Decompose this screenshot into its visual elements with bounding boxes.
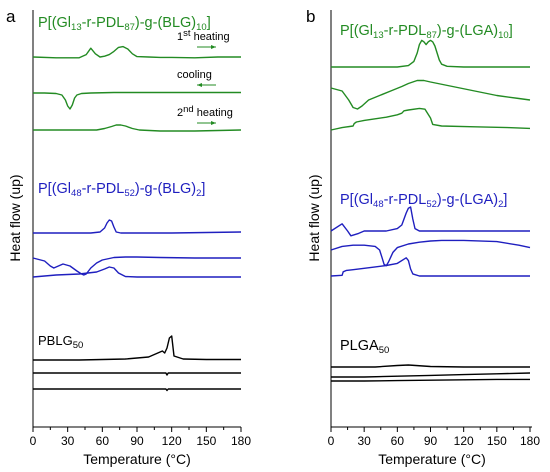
panel-b-x-tick-label: 0 [328,434,335,448]
panel-b-x-axis-title: Temperature (°C) [378,451,486,467]
panel-a-trace-1-cooling [33,91,241,110]
annotation-2nd-heating: 2nd heating [177,104,233,119]
panel-b-x-tick-label: 180 [520,434,540,448]
panel-b-x-ticks: 0 30 60 90 120 150 180 [328,427,540,448]
panel-a-y-axis-title: Heat flow (up) [7,174,23,261]
panel-letter-b: b [306,7,315,26]
panel-a-trace-2-2nd-heating [32,266,241,278]
panel-b-x-tick-label: 120 [454,434,474,448]
panel-a-x-tick-label: 150 [196,434,216,448]
panel-b-y-axis-title: Heat flow (up) [306,174,322,261]
panel-b-trace-1-1st-heating [331,39,530,68]
panel-b-x-tick-label: 60 [391,434,405,448]
panel-b-trace-2-2nd-heating [330,257,530,277]
panel-b-x-tick-label: 150 [487,434,507,448]
panel-a-trace-1-1st-heating [32,45,241,59]
panel-a-x-tick-label: 30 [61,434,75,448]
panel-b-trace-3-cooling [331,372,531,378]
panel-a-trace-2-cooling [32,256,241,276]
panel-a: a 0 30 60 90 120 150 180 Temperature (°C) Heat… [6,7,251,467]
panel-b-trace-1-cooling [330,79,531,110]
panel-b-trace-3-1st-heating [331,364,530,368]
panel-a-sample-label-1: P[(Gl13-r-PDL87)-g-(BLG)10] [38,15,211,33]
panel-b-trace-2-1st-heating [330,206,530,237]
panel-b-sample-label-2: P[(Gl48-r-PDL52)-g-(LGA)2] [340,192,507,210]
arrow-1st-heating-head [211,45,216,49]
panel-b-x-tick-label: 90 [424,434,438,448]
annotation-1st-heating: 1st heating [177,28,230,43]
panel-b-sample-label-1: P[(Gl13-r-PDL87)-g-(LGA)10] [340,23,513,41]
annotation-cooling: cooling [177,69,212,81]
panel-a-trace-3-1st-heating [33,335,241,361]
panel-a-x-axis-title: Temperature (°C) [83,451,191,467]
panel-a-sample-label-3: PBLG50 [38,333,83,351]
panel-a-x-tick-label: 60 [96,434,110,448]
panel-a-x-tick-label: 180 [231,434,251,448]
panel-b-sample-label-3: PLGA50 [340,338,389,356]
arrow-cooling-head [197,83,202,87]
panel-b-traces [330,39,531,382]
panel-a-trace-3-cooling [33,372,241,376]
panel-a-x-tick-label: 0 [30,434,37,448]
panel-a-trace-1-2nd-heating [33,124,242,132]
panel-a-trace-3-2nd-heating [33,388,241,392]
panel-b: b 0 30 60 90 120 150 180 Temperature (°C) Heat… [306,7,540,467]
panel-a-x-ticks: 0 30 60 90 120 150 180 [30,427,251,448]
panel-a-x-tick-label: 90 [130,434,144,448]
panel-a-x-tick-label: 120 [162,434,182,448]
panel-b-x-tick-label: 30 [357,434,371,448]
panel-b-trace-2-cooling [330,239,531,267]
panel-b-trace-3-2nd-heating [331,378,530,382]
arrow-2nd-heating-head [211,121,216,125]
panel-b-trace-1-2nd-heating [330,107,531,131]
panel-letter-a: a [6,7,16,26]
panel-a-trace-2-1st-heating [33,219,242,234]
panel-a-sample-label-2: P[(Gl48-r-PDL52)-g-(BLG)2] [38,181,205,199]
panel-a-traces [32,45,242,392]
